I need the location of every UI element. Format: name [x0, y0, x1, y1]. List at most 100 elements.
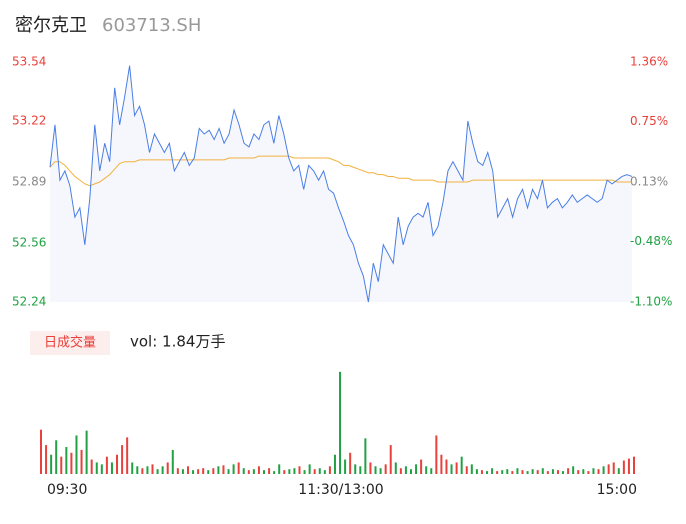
y2-tick-label: 0.75% [630, 114, 668, 128]
y2-tick-label: -0.48% [630, 234, 672, 248]
volume-bar [339, 371, 342, 474]
volume-bar [475, 469, 478, 474]
volume-bar [440, 454, 443, 474]
volume-bar [232, 464, 235, 474]
volume-bar [263, 470, 266, 474]
title: 密尔克卫 [15, 15, 87, 36]
volume-bar [607, 464, 610, 474]
volume-bar [313, 469, 316, 474]
volume-bar [582, 469, 585, 474]
subtitle: 603713.SH [102, 15, 201, 36]
volume-bar [379, 468, 382, 474]
volume-bar [171, 449, 174, 474]
volume-bar [627, 458, 630, 474]
volume-bar [257, 466, 260, 474]
volume-bar [45, 445, 48, 474]
volume-bar [318, 468, 321, 474]
volume-bar [146, 466, 149, 474]
volume-bar [521, 470, 524, 474]
volume-bar [562, 471, 565, 474]
volume-bar [100, 464, 103, 474]
volume-bar [374, 466, 377, 474]
volume-bar [161, 466, 164, 474]
y-tick-label: 52.89 [12, 175, 46, 189]
volume-bar [506, 469, 509, 474]
volume-bar [212, 468, 215, 474]
volume-bar [420, 459, 423, 474]
volume-bar [369, 462, 372, 474]
volume-bar [116, 454, 119, 474]
volume-bar [516, 468, 519, 474]
volume-bar [207, 470, 210, 474]
volume-bar [192, 470, 195, 474]
volume-bar [501, 470, 504, 474]
volume-bar [486, 471, 489, 474]
volume-bar [298, 466, 301, 474]
volume-bar [491, 468, 494, 474]
volume-bar [364, 438, 367, 474]
x-tick-label: 15:00 [597, 482, 637, 498]
y-tick-label: 52.56 [12, 235, 46, 249]
volume-bar [480, 470, 483, 474]
volume-bar [450, 464, 453, 474]
volume-bar [470, 464, 473, 474]
volume-bar [389, 445, 392, 474]
volume-bar [80, 449, 83, 474]
volume-bar [541, 468, 544, 474]
volume-bar [567, 468, 570, 474]
x-tick-label: 11:30/13:00 [298, 482, 383, 498]
volume-bar [121, 445, 124, 474]
volume-bar [349, 452, 352, 474]
volume-bar [70, 452, 73, 474]
x-tick-label: 09:30 [47, 482, 87, 498]
volume-bar [572, 466, 575, 474]
volume-bar [85, 430, 88, 474]
y2-tick-label: 1.36% [630, 55, 668, 69]
volume-bar [288, 469, 291, 474]
volume-bar [617, 468, 620, 474]
volume-bar [217, 466, 220, 474]
volume-bar [252, 469, 255, 474]
volume-bar [197, 469, 200, 474]
volume-bar [511, 471, 514, 474]
legend-label: 日成交量 [44, 335, 96, 351]
y-tick-label: 53.22 [12, 114, 46, 128]
volume-bar [293, 468, 296, 474]
volume-bar [354, 464, 357, 474]
volume-bar [587, 471, 590, 474]
volume-bar [496, 471, 499, 474]
volume-bar [409, 469, 412, 474]
volume-bar [181, 469, 184, 474]
volume-bar [577, 470, 580, 474]
average-line [49, 155, 632, 187]
volume-bar [384, 464, 387, 474]
volume-bar [308, 464, 311, 474]
volume-bar [404, 466, 407, 474]
volume-bar [105, 456, 108, 474]
price-line [49, 65, 633, 303]
volume-bar [60, 456, 63, 474]
volume-bar [222, 465, 225, 474]
price-area [50, 65, 632, 302]
volume-bar [536, 470, 539, 474]
volume-bar [273, 471, 276, 474]
volume-bar [622, 460, 625, 474]
volume-bar [551, 469, 554, 474]
volume-bar [75, 435, 78, 474]
volume-bar [227, 469, 230, 474]
y-tick-label: 52.24 [12, 295, 46, 309]
y-tick-label: 53.54 [12, 55, 46, 69]
volume-bar [242, 468, 245, 474]
volume-bar [278, 464, 281, 474]
volume-bar [465, 466, 468, 474]
volume-bar [526, 471, 529, 474]
volume-bar [237, 462, 240, 474]
volume-bar [445, 459, 448, 474]
volume-bar [592, 468, 595, 474]
volume-bar [430, 468, 433, 474]
y2-tick-label: 0.13% [630, 175, 668, 189]
volume-bar [166, 462, 169, 474]
volume-bar [359, 466, 362, 474]
volume-label: vol: 1.84万手 [130, 333, 225, 351]
